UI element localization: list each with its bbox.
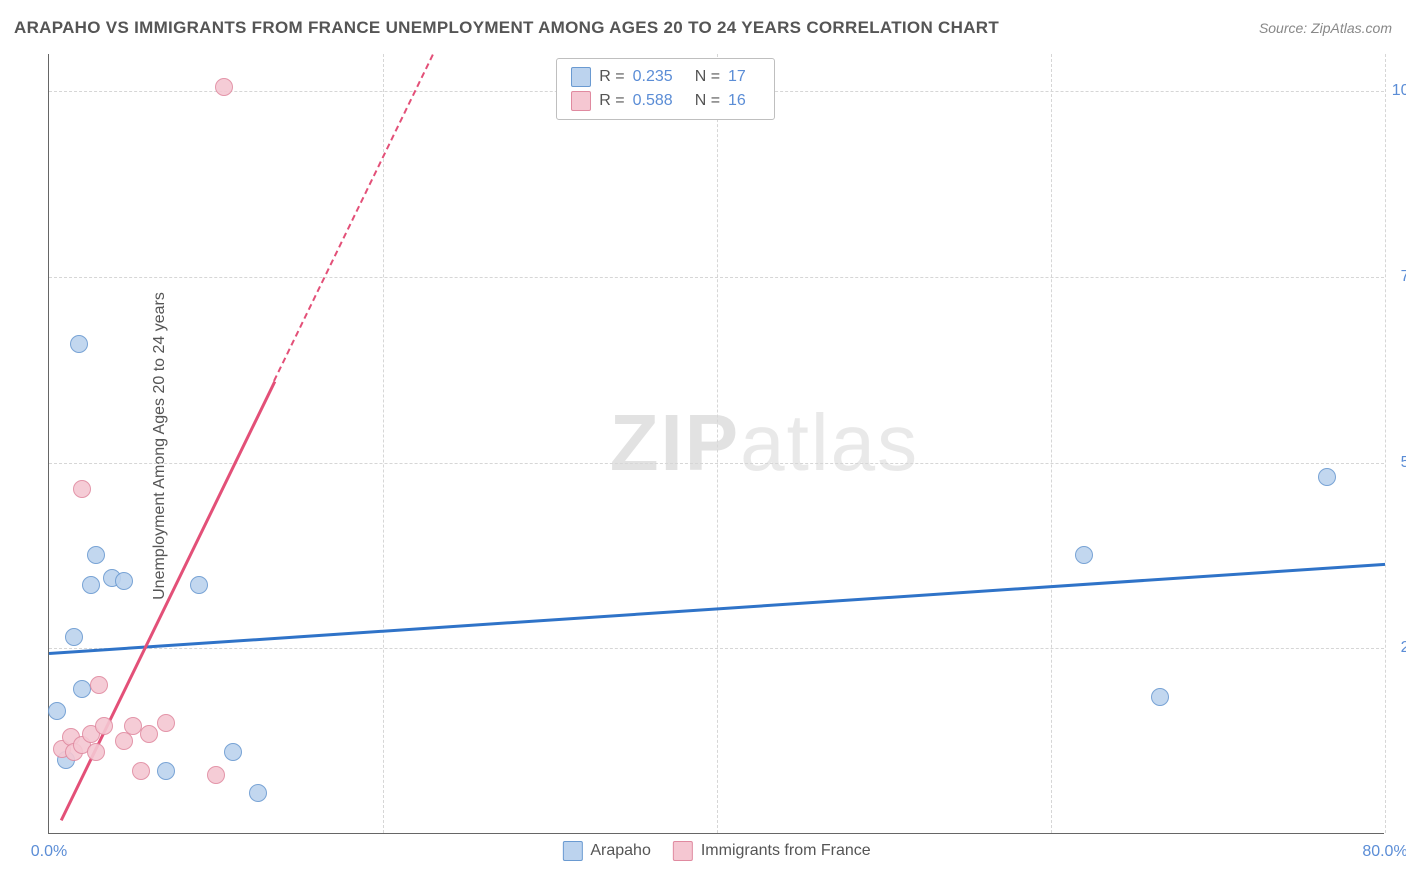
legend-label: Arapaho — [590, 842, 651, 860]
data-point — [1318, 468, 1336, 486]
n-label: N = — [695, 92, 720, 110]
gridline-v — [1051, 54, 1052, 833]
data-point — [1151, 688, 1169, 706]
title-bar: ARAPAHO VS IMMIGRANTS FROM FRANCE UNEMPL… — [14, 18, 1392, 38]
data-point — [70, 335, 88, 353]
x-tick-label: 0.0% — [31, 843, 67, 861]
y-tick-label: 50.0% — [1401, 454, 1406, 472]
legend-series: Arapaho Immigrants from France — [562, 841, 870, 861]
r-label: R = — [599, 68, 624, 86]
r-value: 0.588 — [633, 92, 687, 110]
data-point — [90, 676, 108, 694]
gridline-v — [383, 54, 384, 833]
n-value: 16 — [728, 92, 760, 110]
data-point — [249, 784, 267, 802]
r-label: R = — [599, 92, 624, 110]
legend-stat-row: R = 0.235 N = 17 — [571, 65, 760, 89]
data-point — [207, 766, 225, 784]
x-tick-label: 80.0% — [1362, 843, 1406, 861]
data-point — [48, 702, 66, 720]
data-point — [157, 714, 175, 732]
legend-stats: R = 0.235 N = 17 R = 0.588 N = 16 — [556, 58, 775, 120]
y-tick-label: 100.0% — [1392, 82, 1406, 100]
r-value: 0.235 — [633, 68, 687, 86]
data-point — [140, 725, 158, 743]
legend-swatch — [571, 91, 591, 111]
y-tick-label: 25.0% — [1401, 639, 1406, 657]
data-point — [132, 762, 150, 780]
data-point — [157, 762, 175, 780]
watermark: ZIPatlas — [610, 397, 919, 489]
data-point — [95, 717, 113, 735]
gridline-v — [717, 54, 718, 833]
plot-area: ZIPatlas R = 0.235N = 17R = 0.588N = 16 … — [48, 54, 1384, 834]
n-value: 17 — [728, 68, 760, 86]
data-point — [73, 480, 91, 498]
source-text: Source: ZipAtlas.com — [1259, 20, 1392, 36]
data-point — [215, 78, 233, 96]
data-point — [87, 743, 105, 761]
data-point — [87, 546, 105, 564]
data-point — [124, 717, 142, 735]
gridline-v — [1385, 54, 1386, 833]
data-point — [190, 576, 208, 594]
legend-item: Immigrants from France — [673, 841, 871, 861]
data-point — [1075, 546, 1093, 564]
y-tick-label: 75.0% — [1401, 268, 1406, 286]
n-label: N = — [695, 68, 720, 86]
legend-label: Immigrants from France — [701, 842, 871, 860]
data-point — [65, 628, 83, 646]
legend-item: Arapaho — [562, 841, 651, 861]
data-point — [224, 743, 242, 761]
data-point — [115, 572, 133, 590]
legend-swatch — [562, 841, 582, 861]
data-point — [73, 680, 91, 698]
chart-title: ARAPAHO VS IMMIGRANTS FROM FRANCE UNEMPL… — [14, 18, 999, 38]
legend-swatch — [673, 841, 693, 861]
legend-stat-row: R = 0.588 N = 16 — [571, 89, 760, 113]
legend-swatch — [571, 67, 591, 87]
data-point — [82, 576, 100, 594]
trend-line — [274, 55, 434, 382]
